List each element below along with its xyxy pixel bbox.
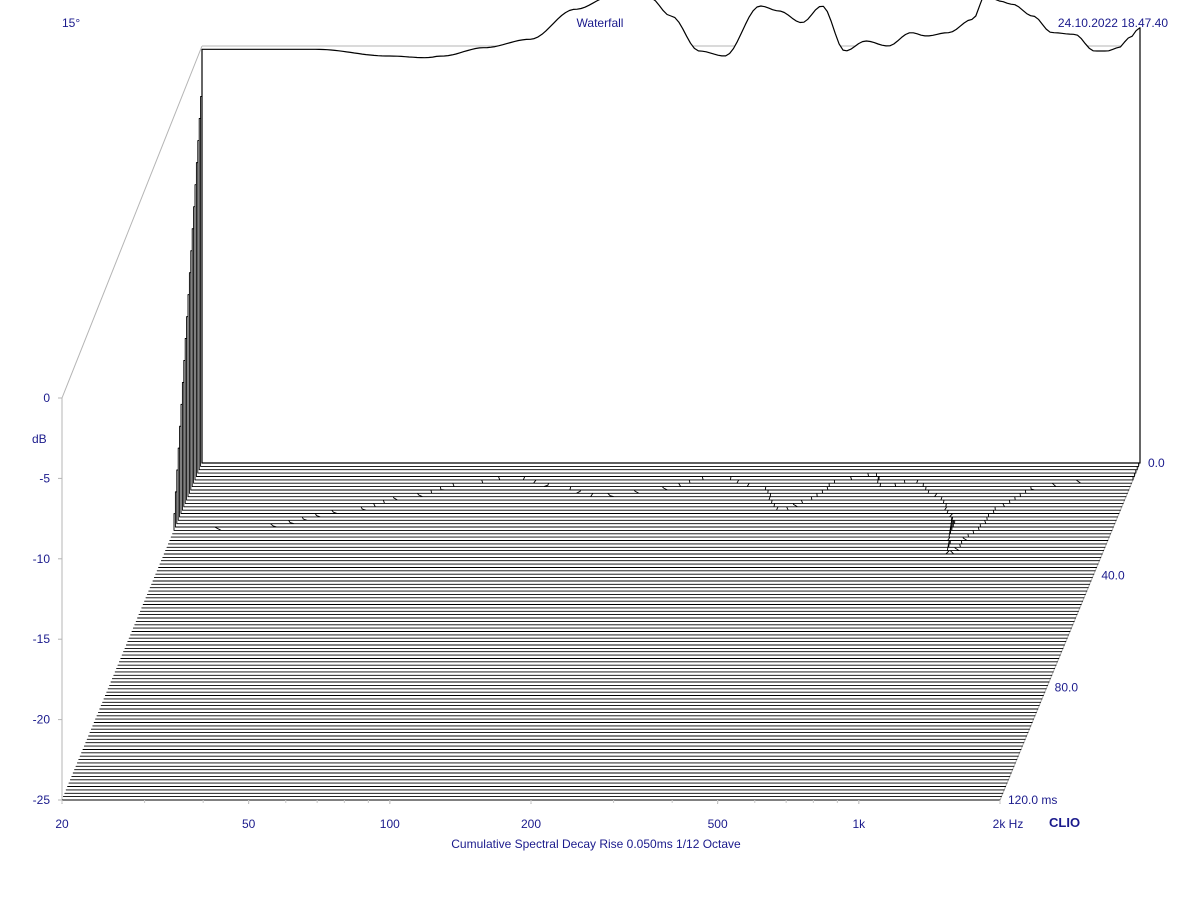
angle-label: 15° (62, 16, 80, 30)
y-tick-label: -15 (33, 632, 51, 646)
decay-slices (61, 0, 1141, 801)
timestamp: 24.10.2022 18.47.40 (1058, 16, 1168, 30)
z-tick-label: 80.0 (1055, 681, 1079, 695)
y-tick-label: -20 (33, 713, 51, 727)
y-tick-label: -5 (39, 471, 50, 485)
x-tick-label: 500 (708, 817, 728, 831)
x-tick-label: 20 (55, 817, 69, 831)
axes: 0 -5 -10 -15 -20 -25 20 50 100 200 500 1k 2k Hz 0.0 40… (33, 391, 1165, 831)
brand-logo: CLIO (1049, 815, 1080, 830)
chart-title: Waterfall (577, 16, 624, 30)
x-tick-label: 50 (242, 817, 256, 831)
decay-slice (201, 0, 1141, 464)
x-tick-label: 200 (521, 817, 541, 831)
y-tick-label: 0 (43, 391, 50, 405)
left-top-edge (61, 45, 203, 399)
y-tick-label: -25 (33, 793, 51, 807)
z-tick-label: 0.0 (1148, 456, 1165, 470)
z-tick-label: 40.0 (1101, 568, 1125, 582)
y-axis-unit: dB (32, 432, 47, 446)
y-tick-label: -10 (33, 552, 51, 566)
x-tick-label: 100 (380, 817, 400, 831)
z-tick-label: 120.0 ms (1008, 793, 1057, 807)
x-tick-label: 1k (852, 817, 866, 831)
footer-caption: Cumulative Spectral Decay Rise 0.050ms 1… (451, 837, 741, 851)
x-tick-label: 2k Hz (993, 817, 1024, 831)
